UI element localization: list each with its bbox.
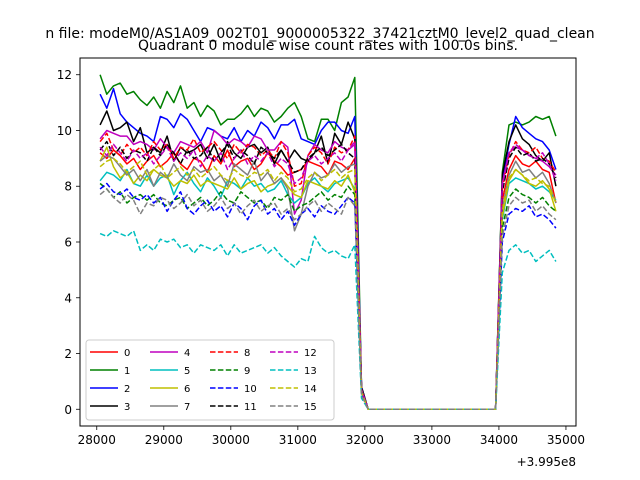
x-tick-label-30000: 30000 bbox=[212, 433, 250, 447]
y-tick-label-0: 0 bbox=[64, 403, 72, 417]
y-tick-label-10: 10 bbox=[57, 124, 72, 138]
legend-label-5: 5 bbox=[184, 366, 190, 377]
legend-label-0: 0 bbox=[124, 348, 130, 359]
x-tick-label-35000: 35000 bbox=[547, 433, 585, 447]
legend-label-12: 12 bbox=[304, 348, 317, 359]
series-group bbox=[99, 74, 557, 411]
series-line-9 bbox=[99, 182, 557, 411]
legend-label-10: 10 bbox=[244, 384, 257, 395]
x-tick-label-33000: 33000 bbox=[413, 433, 451, 447]
y-tick-label-8: 8 bbox=[64, 180, 72, 194]
legend-label-6: 6 bbox=[184, 384, 190, 395]
series-line-14 bbox=[99, 157, 557, 411]
legend-label-3: 3 bbox=[124, 402, 130, 413]
legend-label-2: 2 bbox=[124, 384, 130, 395]
legend-box bbox=[85, 339, 335, 421]
legend-label-15: 15 bbox=[304, 402, 317, 413]
legend-label-14: 14 bbox=[304, 384, 317, 395]
series-line-15 bbox=[99, 188, 557, 411]
legend-label-8: 8 bbox=[244, 348, 250, 359]
figure-suptitle: n file: modeM0/AS1A09_002T01_9000005322_… bbox=[45, 26, 594, 42]
legend-label-4: 4 bbox=[184, 348, 190, 359]
y-tick-label-4: 4 bbox=[64, 291, 72, 305]
plot-area: 28000 29000 30000 31000 32000 33000 34000 35000… bbox=[57, 57, 585, 447]
y-tick-label-12: 12 bbox=[57, 68, 72, 82]
legend-label-1: 1 bbox=[124, 366, 130, 377]
y-tick-label-2: 2 bbox=[64, 347, 72, 361]
x-tick-label-34000: 34000 bbox=[480, 433, 518, 447]
x-offset-text: +3.995e8 bbox=[517, 455, 576, 469]
legend-label-7: 7 bbox=[184, 402, 190, 413]
y-tick-label-6: 6 bbox=[64, 236, 72, 250]
chart-title: Quadrant 0 module wise count rates with … bbox=[138, 38, 518, 54]
legend-label-11: 11 bbox=[244, 402, 257, 413]
x-tick-label-31000: 31000 bbox=[279, 433, 317, 447]
x-tick-label-32000: 32000 bbox=[346, 433, 384, 447]
x-tick-label-29000: 29000 bbox=[145, 433, 183, 447]
x-tick-label-28000: 28000 bbox=[78, 433, 116, 447]
legend-label-13: 13 bbox=[304, 366, 317, 377]
series-line-13 bbox=[99, 230, 557, 411]
legend-label-9: 9 bbox=[244, 366, 250, 377]
